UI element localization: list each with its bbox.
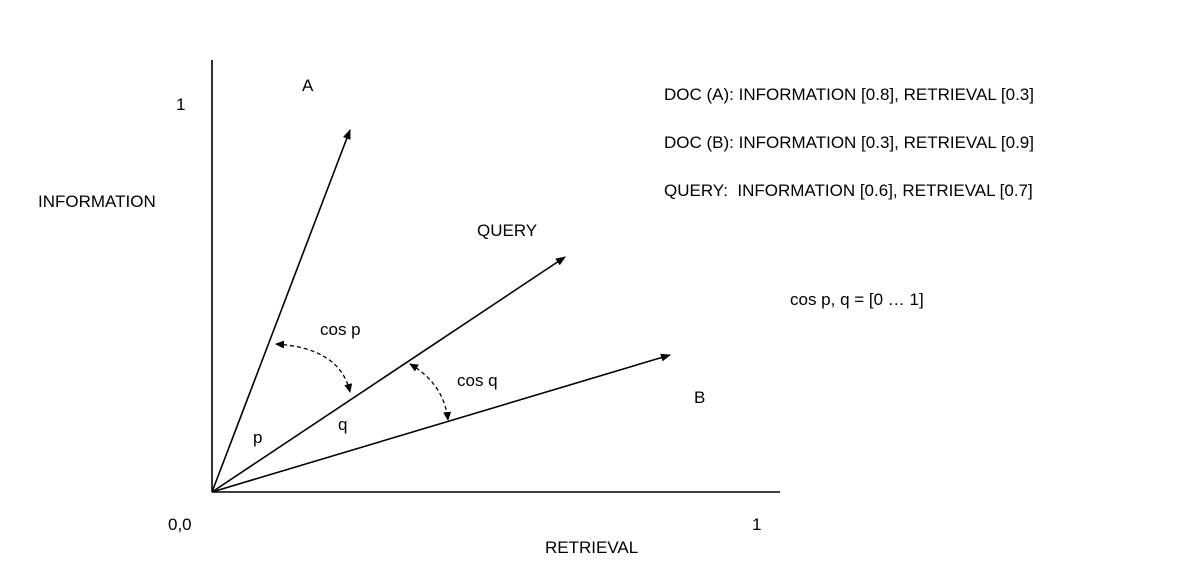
- query-vector: [211, 256, 566, 493]
- angle-q-arc: [409, 363, 452, 421]
- angle-p-arc: [275, 340, 353, 393]
- cos-q-label: cos q: [457, 371, 498, 390]
- cos-p-label: cos p: [320, 320, 361, 339]
- angle-q-label: q: [338, 415, 347, 434]
- doc-b-label: B: [694, 388, 705, 407]
- legend-query: QUERY: INFORMATION [0.6], RETRIEVAL [0.7…: [664, 181, 1033, 200]
- doc-a-vector: [211, 129, 351, 493]
- doc-a-label: A: [302, 76, 314, 95]
- origin-label: 0,0: [168, 515, 192, 534]
- angle-p-label: p: [253, 428, 262, 447]
- x-axis-label: RETRIEVAL: [545, 538, 638, 557]
- cosine-range-formula: cos p, q = [0 … 1]: [790, 290, 924, 309]
- legend-doc-b: DOC (B): INFORMATION [0.3], RETRIEVAL [0…: [664, 133, 1034, 152]
- doc-b-vector: [211, 353, 671, 493]
- x-max-label: 1: [752, 515, 761, 534]
- y-axis-label: INFORMATION: [38, 192, 156, 211]
- query-label: QUERY: [477, 221, 537, 240]
- legend-doc-a: DOC (A): INFORMATION [0.8], RETRIEVAL [0…: [664, 85, 1034, 104]
- y-max-label: 1: [176, 95, 185, 114]
